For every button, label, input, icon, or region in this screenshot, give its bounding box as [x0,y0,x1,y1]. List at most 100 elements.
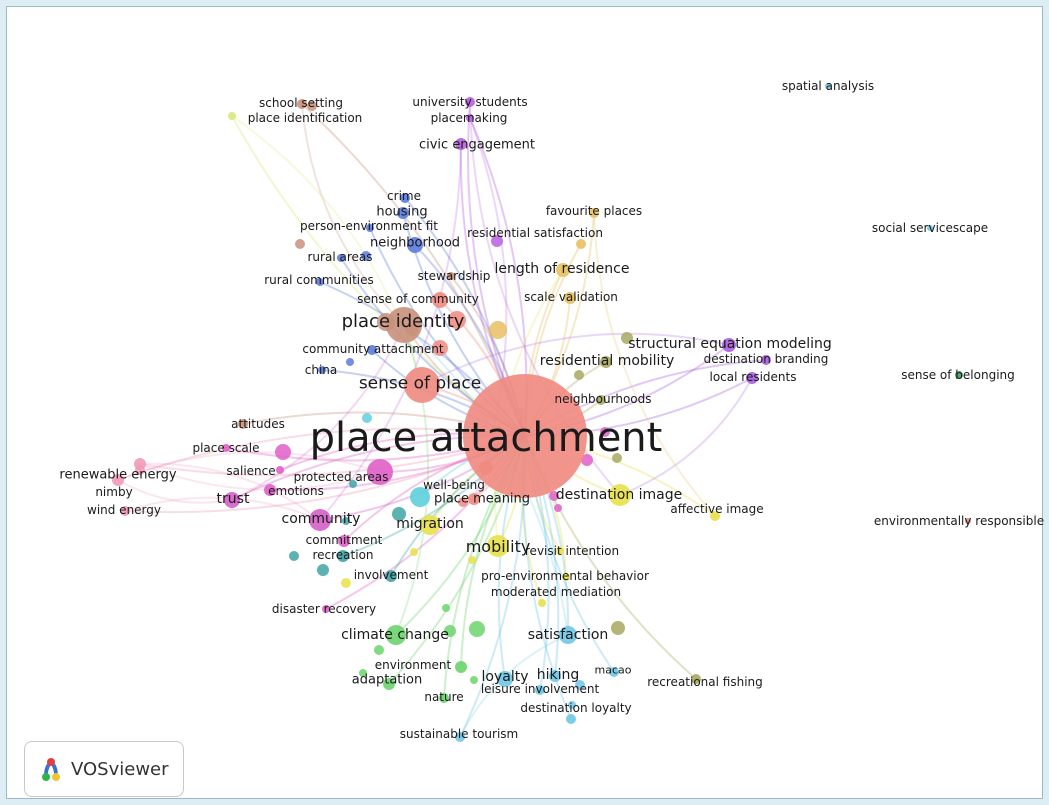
unlabeled-node[interactable] [341,578,351,588]
unlabeled-node[interactable] [444,625,456,637]
node-place-identification[interactable] [228,112,236,120]
unlabeled-node[interactable] [469,621,485,637]
node-neighbourhoods[interactable] [596,395,606,405]
label-residential-satisfaction[interactable]: residential satisfaction [467,226,603,240]
node-school-setting[interactable] [297,99,307,109]
unlabeled-node[interactable] [295,239,305,249]
unlabeled-node[interactable] [468,556,476,564]
unlabeled-node[interactable] [346,358,354,366]
unlabeled-node[interactable] [489,321,507,339]
node-social-servicescape[interactable] [927,225,933,231]
label-disaster-recovery[interactable]: disaster recovery [271,602,377,616]
node-community[interactable] [309,509,331,531]
unlabeled-node[interactable] [574,370,584,380]
unlabeled-node[interactable] [342,517,350,525]
label-macao[interactable]: macao [594,663,632,677]
label-placemaking[interactable]: placemaking [430,111,508,125]
node-recreational-fishing[interactable] [691,674,701,684]
node-place-attachment[interactable] [463,374,587,498]
node-environmentally-responsible[interactable] [965,518,971,524]
label-place-identity[interactable]: place identity [341,311,465,332]
label-rural-communities[interactable]: rural communities [264,273,374,287]
label-sense-of-belonging[interactable]: sense of belonging [901,368,1015,382]
node-destination-branding[interactable] [761,355,771,365]
node-destination-loyalty[interactable] [566,714,576,724]
unlabeled-node[interactable] [611,621,625,635]
label-china[interactable]: china [304,363,338,377]
unlabeled-node[interactable] [374,645,384,655]
unlabeled-node[interactable] [317,564,329,576]
label-local-residents[interactable]: local residents [709,370,797,384]
label-destination-loyalty[interactable]: destination loyalty [520,701,632,715]
node-rural-areas[interactable] [337,254,345,262]
node-macao[interactable] [609,667,619,677]
node-well-being[interactable] [410,487,430,507]
label-commitment[interactable]: commitment [305,533,383,547]
node-attitudes[interactable] [238,419,248,429]
node-pro-environmental-behavior[interactable] [562,573,570,581]
node-sustainable-tourism[interactable] [455,732,465,742]
node-leisure-involvement[interactable] [535,685,545,695]
node-place-scale[interactable] [222,444,230,452]
label-residential-mobility[interactable]: residential mobility [539,353,675,369]
vosviewer-badge[interactable]: VOSviewer [24,741,184,797]
node-favourite-places[interactable] [589,208,599,218]
node-renewable-energy[interactable] [134,458,146,470]
node-climate-change[interactable] [386,625,406,645]
label-spatial-analysis[interactable]: spatial analysis [781,79,875,93]
node-placemaking[interactable] [466,114,474,122]
node-loyalty[interactable] [497,671,513,687]
node-commitment[interactable] [338,535,350,547]
label-stewardship[interactable]: stewardship [417,269,491,283]
label-moderated-mediation[interactable]: moderated mediation [490,585,622,599]
node-civic-engagement[interactable] [455,138,467,150]
node-adaptation[interactable] [383,678,395,690]
node-affective-image[interactable] [710,511,720,521]
unlabeled-node[interactable] [289,551,299,561]
unlabeled-node[interactable] [612,453,622,463]
label-scale-validation[interactable]: scale validation [524,290,618,304]
node-mobility[interactable] [487,535,509,557]
unlabeled-node[interactable] [575,680,585,690]
label-favourite-places[interactable]: favourite places [545,204,643,218]
label-environment[interactable]: environment [374,658,452,672]
label-person-environment-fit[interactable]: person-environment fit [300,219,438,233]
node-nature[interactable] [439,693,449,703]
label-crime[interactable]: crime [387,189,421,203]
node-place-meaning[interactable] [468,493,480,505]
label-well-being[interactable]: well-being [423,478,485,492]
label-adaptation[interactable]: adaptation [351,672,423,688]
label-civic-engagement[interactable]: civic engagement [418,137,536,153]
label-school-setting[interactable]: school setting [259,96,343,110]
label-place-scale[interactable]: place scale [192,441,260,455]
node-emotions[interactable] [264,484,276,496]
label-place-attachment[interactable]: place attachment [309,415,663,461]
unlabeled-node[interactable] [621,332,633,344]
label-sustainable-tourism[interactable]: sustainable tourism [399,727,519,741]
label-university-students[interactable]: university students [412,95,528,109]
label-renewable-energy[interactable]: renewable energy [59,467,177,483]
node-local-residents[interactable] [746,372,758,384]
label-affective-image[interactable]: affective image [670,502,764,516]
node-recreation[interactable] [337,550,349,562]
node-residential-satisfaction[interactable] [576,239,586,249]
label-recreational-fishing[interactable]: recreational fishing [647,675,763,689]
label-sense-of-community[interactable]: sense of community [357,292,479,306]
node-wind-energy[interactable] [120,506,130,516]
unlabeled-node[interactable] [448,311,466,329]
label-place-meaning[interactable]: place meaning [433,491,531,507]
node-disaster-recovery[interactable] [322,605,330,613]
unlabeled-node[interactable] [361,251,371,261]
node-migration[interactable] [420,515,440,535]
node-community-attachment[interactable] [367,345,377,355]
unlabeled-node[interactable] [581,454,593,466]
unlabeled-node[interactable] [359,669,367,677]
label-leisure-involvement[interactable]: leisure involvement [480,682,600,696]
node-university-students[interactable] [465,97,475,107]
label-trust[interactable]: trust [216,491,250,507]
node-residential-mobility[interactable] [600,356,612,368]
node-satisfaction[interactable] [559,626,577,644]
node-stewardship[interactable] [447,272,455,280]
label-nature[interactable]: nature [424,690,464,704]
